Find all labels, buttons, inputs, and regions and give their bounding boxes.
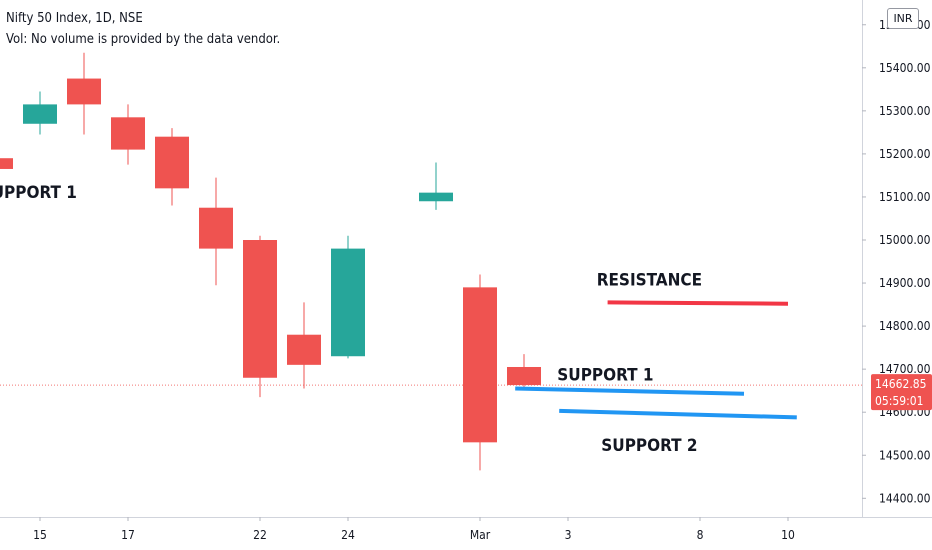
- time-tick-label: Mar: [470, 528, 491, 542]
- price-tick-label: 14400.00: [879, 491, 931, 505]
- candle-down: [155, 136, 189, 189]
- time-axis: 15 17 22 24 Mar 3 8 10: [0, 517, 932, 542]
- resistance-line: [607, 300, 789, 306]
- price-tick-label: 14900.00: [879, 276, 931, 290]
- price-tick-label: 15000.00: [879, 233, 931, 247]
- candle-down: [243, 240, 277, 378]
- price-tick-label: 14700.00: [879, 362, 931, 376]
- time-tick-label: 17: [121, 528, 135, 542]
- annotations-layer: SUPPORT 1 RESISTANCE SUPPORT 1 SUPPORT 2: [0, 183, 797, 456]
- time-tick-label: 3: [565, 528, 572, 542]
- price-axis-panel: [862, 0, 932, 550]
- candle-up: [23, 104, 57, 124]
- time-tick-label: 24: [341, 528, 355, 542]
- candle-up: [331, 248, 365, 357]
- candle-up: [419, 192, 453, 202]
- price-axis: 14400.0014500.0014600.0014700.0014800.00…: [862, 0, 932, 550]
- support2-line: [559, 408, 797, 420]
- chart-header: Nifty 50 Index, 1D, NSE Vol: No volume i…: [6, 8, 280, 50]
- time-tick-label: 15: [33, 528, 47, 542]
- time-tick-label: 10: [781, 528, 795, 542]
- support2-label: SUPPORT 2: [601, 436, 697, 456]
- candle-down: [67, 78, 101, 105]
- time-tick-label: 22: [253, 528, 267, 542]
- price-tick-label: 14800.00: [879, 319, 931, 333]
- candle-down: [199, 207, 233, 249]
- candles-layer: [0, 52, 541, 471]
- time-tick-label: 8: [697, 528, 704, 542]
- candle-down: [463, 287, 497, 443]
- last-price-label: 14662.85: [875, 377, 927, 391]
- currency-button[interactable]: INR: [887, 8, 919, 29]
- price-tick-label: 15100.00: [879, 190, 931, 204]
- support1-line: [515, 386, 745, 396]
- candle-down: [0, 158, 13, 169]
- candle-down: [507, 366, 541, 386]
- resistance-label: RESISTANCE: [597, 271, 702, 291]
- last-price-badge: [871, 374, 932, 411]
- price-tick-label: 15300.00: [879, 104, 931, 118]
- price-tick-label: 15200.00: [879, 147, 931, 161]
- support1-right-label: SUPPORT 1: [557, 365, 653, 385]
- symbol-title: Nifty 50 Index, 1D, NSE: [6, 11, 143, 26]
- volume-note: Vol: No volume is provided by the data v…: [6, 32, 281, 47]
- price-tick-label: 15400.00: [879, 61, 931, 75]
- candle-down: [111, 117, 145, 150]
- candle-down: [287, 334, 321, 365]
- price-badges: 14662.85 05:59:01: [871, 374, 932, 411]
- support1-left-label: SUPPORT 1: [0, 183, 77, 203]
- price-tick-label: 14500.00: [879, 448, 931, 462]
- bar-countdown-label: 05:59:01: [875, 394, 923, 408]
